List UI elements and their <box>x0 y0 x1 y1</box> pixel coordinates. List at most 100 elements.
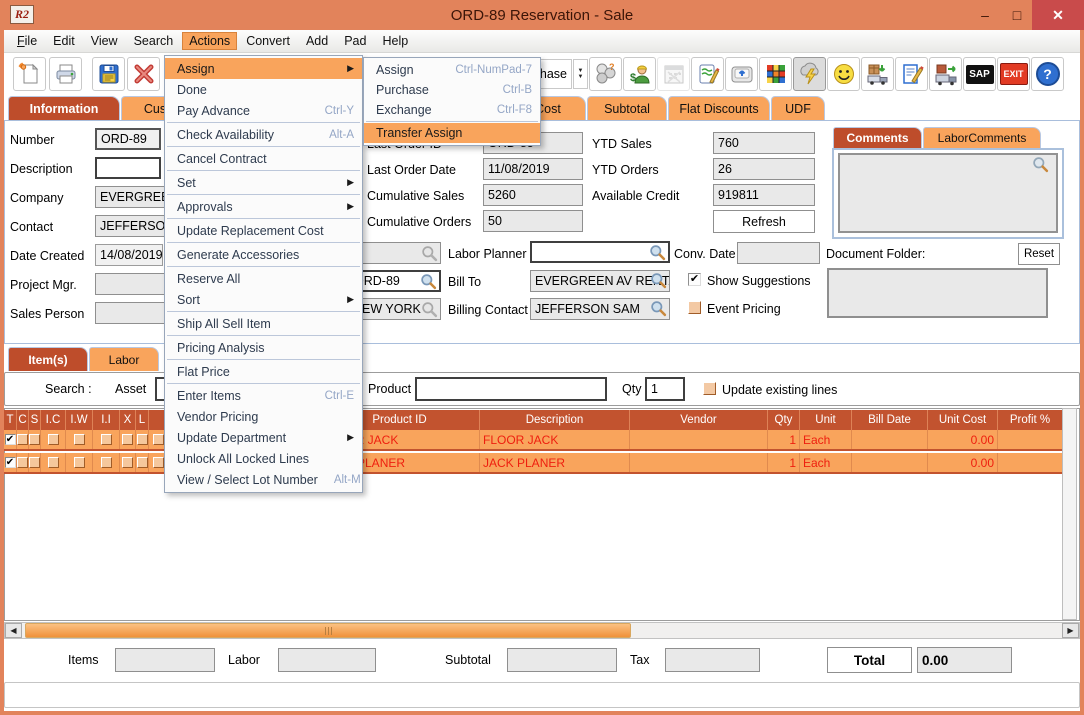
col-bill-date[interactable]: Bill Date <box>852 410 928 430</box>
delete-button[interactable] <box>127 57 160 91</box>
billing-contact-search-icon[interactable] <box>650 300 667 317</box>
availability-spheres-button[interactable]: ? <box>589 57 622 91</box>
tab-flat-discounts[interactable]: Flat Discounts <box>668 96 770 120</box>
reset-button[interactable]: Reset <box>1018 243 1060 265</box>
tab-subtotal[interactable]: Subtotal <box>587 96 667 120</box>
row1-c-checkbox[interactable] <box>17 434 28 445</box>
col-s[interactable]: S <box>29 410 41 430</box>
maximize-button[interactable]: □ <box>1012 7 1022 23</box>
comments-textarea[interactable] <box>838 153 1058 233</box>
labor-planner-field[interactable] <box>530 241 670 263</box>
menu-item-cancel-contract[interactable]: Cancel Contract <box>177 151 267 166</box>
menu-view[interactable]: View <box>90 34 118 48</box>
row1-x-checkbox[interactable] <box>122 434 133 445</box>
qty-input[interactable]: 1 <box>645 377 685 401</box>
submenu-item-purchase[interactable]: Purchase Ctrl-B <box>376 83 532 97</box>
menu-item-vendor-pricing[interactable]: Vendor Pricing <box>177 409 259 424</box>
billing-contact-field[interactable]: JEFFERSON SAM <box>530 298 670 320</box>
purchase-dropdown-arrows[interactable]: ▼ ▼ <box>573 59 588 89</box>
transfer-truck-button[interactable] <box>929 57 962 91</box>
table-row[interactable]: FLOOR JACK FLOOR JACK 1 Each 0.00 <box>4 430 1062 451</box>
menu-item-update-department[interactable]: Update Department ▶ <box>177 430 354 445</box>
menu-pad[interactable]: Pad <box>344 34 367 48</box>
col-unit[interactable]: Unit <box>800 410 852 430</box>
row1-ic-checkbox[interactable] <box>47 434 59 445</box>
col-qty[interactable]: Qty <box>768 410 800 430</box>
row1-ii-checkbox[interactable] <box>100 434 112 445</box>
tab-comments[interactable]: Comments <box>833 127 922 148</box>
event-pricing-checkbox[interactable] <box>688 301 701 314</box>
row1-l-checkbox[interactable] <box>136 434 148 445</box>
menu-item-ship-all-sell-item[interactable]: Ship All Sell Item <box>177 316 271 331</box>
col-profit-pct[interactable]: Profit % <box>998 410 1062 430</box>
order-ref-search-icon[interactable] <box>420 273 437 290</box>
row1-t-checkbox[interactable] <box>4 434 16 445</box>
labor-planner-search-icon[interactable] <box>649 244 666 261</box>
menu-item-pricing-analysis[interactable]: Pricing Analysis <box>177 340 265 355</box>
product-input[interactable] <box>415 377 607 401</box>
menu-item-set[interactable]: Set ▶ <box>177 175 354 190</box>
menu-item-update-replacement-cost[interactable]: Update Replacement Cost <box>177 223 324 238</box>
row2-extra-checkbox[interactable] <box>152 457 164 468</box>
col-ic[interactable]: I.C <box>41 410 66 430</box>
menu-item-reserve-all[interactable]: Reserve All <box>177 271 241 286</box>
row2-iw-checkbox[interactable] <box>73 457 85 468</box>
col-description[interactable]: Description <box>480 410 630 430</box>
project-mgr-field[interactable] <box>95 273 168 295</box>
scroll-right-button[interactable]: ▶ <box>1062 623 1079 638</box>
bill-to-field[interactable]: EVERGREEN AV RENTAL <box>530 270 670 292</box>
tab-labor[interactable]: Labor <box>89 347 159 371</box>
vertical-scrollbar[interactable] <box>1062 408 1077 620</box>
col-vendor[interactable]: Vendor <box>630 410 768 430</box>
menu-file[interactable]: File <box>17 34 38 48</box>
menu-actions[interactable]: Actions <box>182 32 238 50</box>
menu-item-check-availability[interactable]: Check Availability Alt-A <box>177 127 354 142</box>
tab-udf[interactable]: UDF <box>771 96 825 120</box>
menu-item-assign[interactable]: Assign ▶ <box>165 58 362 79</box>
row2-s-checkbox[interactable] <box>29 457 40 468</box>
menu-search[interactable]: Search <box>133 34 174 48</box>
submenu-item-assign[interactable]: Assign Ctrl-NumPad-7 <box>376 63 532 77</box>
labor-crew-button[interactable]: $ <box>623 57 656 91</box>
minimize-button[interactable]: – <box>981 7 989 23</box>
horizontal-scrollbar[interactable]: ◀ ▶ <box>4 622 1080 639</box>
row2-ic-checkbox[interactable] <box>47 457 59 468</box>
scrollbar-thumb[interactable] <box>25 623 631 638</box>
menu-item-enter-items[interactable]: Enter Items Ctrl-E <box>177 388 354 403</box>
receive-shipment-button[interactable] <box>861 57 894 91</box>
bill-to-search-icon[interactable] <box>650 272 667 289</box>
tab-information[interactable]: Information <box>8 96 120 120</box>
exit-button[interactable]: EXIT <box>997 57 1030 91</box>
save-button[interactable] <box>92 57 125 91</box>
menu-item-view-select-lot-number[interactable]: View / Select Lot Number Alt-M <box>177 472 361 487</box>
menu-edit[interactable]: Edit <box>53 34 75 48</box>
scroll-left-button[interactable]: ◀ <box>5 623 22 638</box>
row1-iw-checkbox[interactable] <box>73 434 85 445</box>
sap-button[interactable]: SAP <box>963 57 996 91</box>
help-button[interactable]: ? <box>1031 57 1064 91</box>
update-existing-lines-checkbox[interactable] <box>703 382 716 395</box>
notes-button[interactable] <box>691 57 724 91</box>
row2-c-checkbox[interactable] <box>17 457 28 468</box>
col-ii[interactable]: I.I <box>93 410 120 430</box>
menu-convert[interactable]: Convert <box>246 34 290 48</box>
col-iw[interactable]: I.W <box>66 410 93 430</box>
row2-l-checkbox[interactable] <box>136 457 148 468</box>
total-button[interactable]: Total <box>827 647 912 673</box>
col-x[interactable]: X <box>120 410 136 430</box>
new-document-button[interactable] <box>13 57 46 91</box>
menu-item-done[interactable]: Done <box>177 82 207 97</box>
row2-ii-checkbox[interactable] <box>100 457 112 468</box>
tab-labor-comments[interactable]: LaborComments <box>923 127 1041 148</box>
col-t[interactable]: T <box>4 410 17 430</box>
close-button[interactable]: ✕ <box>1032 0 1084 30</box>
row1-extra-checkbox[interactable] <box>152 434 164 445</box>
edit-document-button[interactable] <box>895 57 928 91</box>
customer-service-button[interactable] <box>827 57 860 91</box>
company-field[interactable]: EVERGREEN <box>95 186 168 208</box>
col-l[interactable]: L <box>136 410 149 430</box>
submenu-item-exchange[interactable]: Exchange Ctrl-F8 <box>376 103 532 117</box>
row2-t-checkbox[interactable] <box>4 457 16 468</box>
row2-x-checkbox[interactable] <box>122 457 133 468</box>
menu-add[interactable]: Add <box>305 34 329 48</box>
